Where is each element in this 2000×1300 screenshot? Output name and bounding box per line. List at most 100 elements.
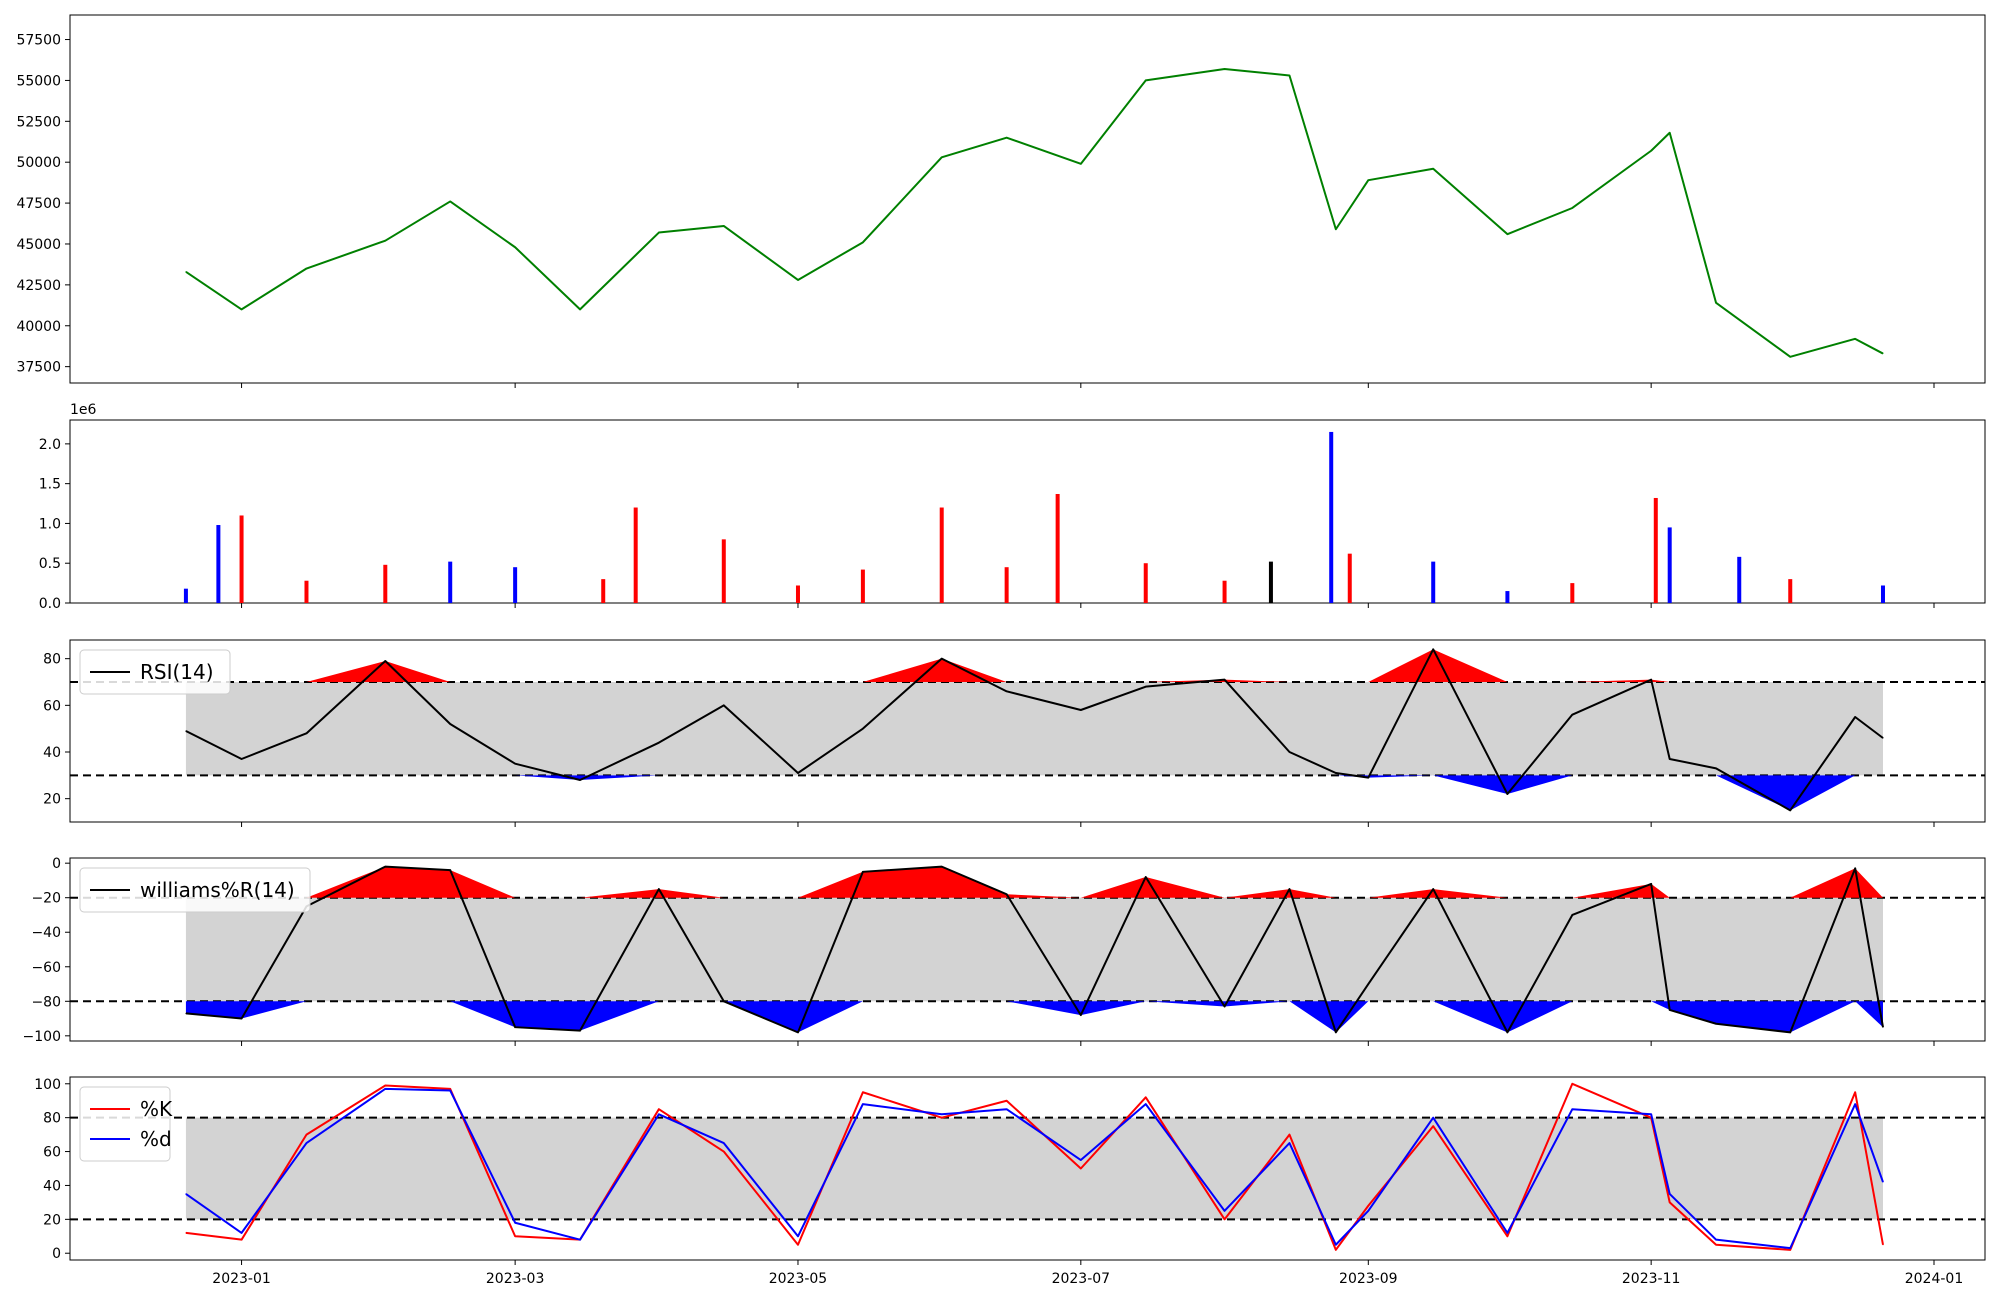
volume-bar	[383, 564, 388, 603]
data-point	[514, 763, 516, 765]
data-point	[1669, 132, 1671, 134]
volume-bar	[1570, 583, 1575, 603]
legend-label: RSI(14)	[140, 660, 214, 684]
data-point	[1571, 1108, 1573, 1110]
data-point	[1789, 356, 1791, 358]
data-point	[241, 1239, 243, 1241]
x-tick-label: 2023-05	[769, 1271, 828, 1287]
data-point	[1669, 1193, 1671, 1195]
data-point	[1432, 888, 1434, 890]
y-tick-label: 37500	[16, 360, 61, 376]
volume-bar	[1055, 493, 1060, 603]
data-point	[1571, 914, 1573, 916]
data-point	[1506, 1232, 1508, 1234]
volume-panel: 0.0 0.5 1.0 1.5 2.0 1e6	[39, 402, 1986, 612]
data-point	[941, 1113, 943, 1115]
data-point	[723, 225, 725, 227]
neutral-zone-band	[185, 897, 1883, 1002]
data-point	[384, 1084, 386, 1086]
data-point	[1224, 68, 1226, 70]
y-tick-label: 45000	[16, 237, 61, 253]
data-point	[1224, 1218, 1226, 1220]
legend-box	[79, 867, 311, 913]
data-point	[185, 1193, 187, 1195]
volume-bar	[633, 507, 638, 603]
data-point	[384, 240, 386, 242]
data-point	[241, 1018, 243, 1020]
volume-bar	[1505, 591, 1510, 603]
data-point	[1571, 1083, 1573, 1085]
volume-bar	[513, 567, 518, 603]
data-point	[1145, 876, 1147, 878]
data-point	[1882, 1181, 1884, 1183]
data-point	[1367, 1210, 1369, 1212]
data-point	[514, 1026, 516, 1028]
legend-box	[79, 649, 231, 695]
data-point	[185, 1232, 187, 1234]
data-point	[1650, 150, 1652, 152]
data-point	[1080, 1159, 1082, 1161]
data-point	[658, 1108, 660, 1110]
data-point	[1224, 679, 1226, 681]
data-point	[658, 888, 660, 890]
data-point	[1006, 893, 1008, 895]
data-point	[1506, 1031, 1508, 1033]
data-point	[241, 308, 243, 310]
volume-bar	[1431, 561, 1436, 603]
data-point	[514, 246, 516, 248]
data-point	[449, 1088, 451, 1090]
y-tick-label: 80	[43, 652, 61, 668]
data-point	[1006, 137, 1008, 139]
data-point	[1789, 1247, 1791, 1249]
oversold-fill	[185, 1001, 1883, 1033]
data-point	[1650, 883, 1652, 885]
y-tick-label: 50000	[16, 155, 61, 171]
data-point	[1854, 1103, 1856, 1105]
volume-bar	[239, 515, 244, 603]
data-point	[1145, 1096, 1147, 1098]
data-point	[1335, 228, 1337, 230]
data-point	[305, 1142, 307, 1144]
legend-label: williams%R(14)	[140, 878, 295, 902]
data-point	[797, 1031, 799, 1033]
volume-bar	[1667, 527, 1672, 603]
overbought-fill	[185, 649, 1883, 682]
data-point	[723, 1142, 725, 1144]
data-point	[723, 704, 725, 706]
data-point	[1145, 686, 1147, 688]
y-tick-label: 1.5	[39, 477, 61, 493]
y-tick-label: 20	[43, 1212, 61, 1228]
neutral-zone-band	[185, 682, 1883, 776]
williams-r-panel: 0 −20 −40 −60 −80 −100 williams%R(14)	[23, 856, 1986, 1046]
data-point	[1854, 867, 1856, 869]
data-point	[941, 156, 943, 158]
data-point	[1335, 1031, 1337, 1033]
data-point	[862, 241, 864, 243]
data-point	[1145, 1103, 1147, 1105]
y-tick-label: −20	[31, 891, 61, 907]
data-point	[1335, 1249, 1337, 1251]
data-point	[449, 723, 451, 725]
y-tick-label: −60	[31, 960, 61, 976]
data-point	[1080, 1168, 1082, 1169]
volume-bar	[1268, 561, 1273, 603]
y-tick-label: 57500	[16, 33, 61, 49]
volume-bar	[1347, 553, 1352, 603]
y-tick-label: 20	[43, 792, 61, 808]
y-tick-label: −100	[23, 1029, 61, 1045]
data-point	[1669, 1201, 1671, 1203]
data-point	[1789, 1031, 1791, 1033]
data-point	[1224, 1210, 1226, 1212]
overbought-fill	[185, 866, 1883, 898]
data-point	[1854, 1091, 1856, 1093]
volume-bar	[216, 525, 221, 603]
volume-bar	[795, 585, 800, 603]
data-point	[1288, 1142, 1290, 1144]
data-point	[1882, 1026, 1884, 1028]
legend-label: %K	[140, 1097, 173, 1121]
price-plot-frame	[69, 14, 1986, 384]
volume-bar	[1004, 567, 1009, 603]
data-point	[1506, 793, 1508, 795]
data-point	[1367, 179, 1369, 181]
